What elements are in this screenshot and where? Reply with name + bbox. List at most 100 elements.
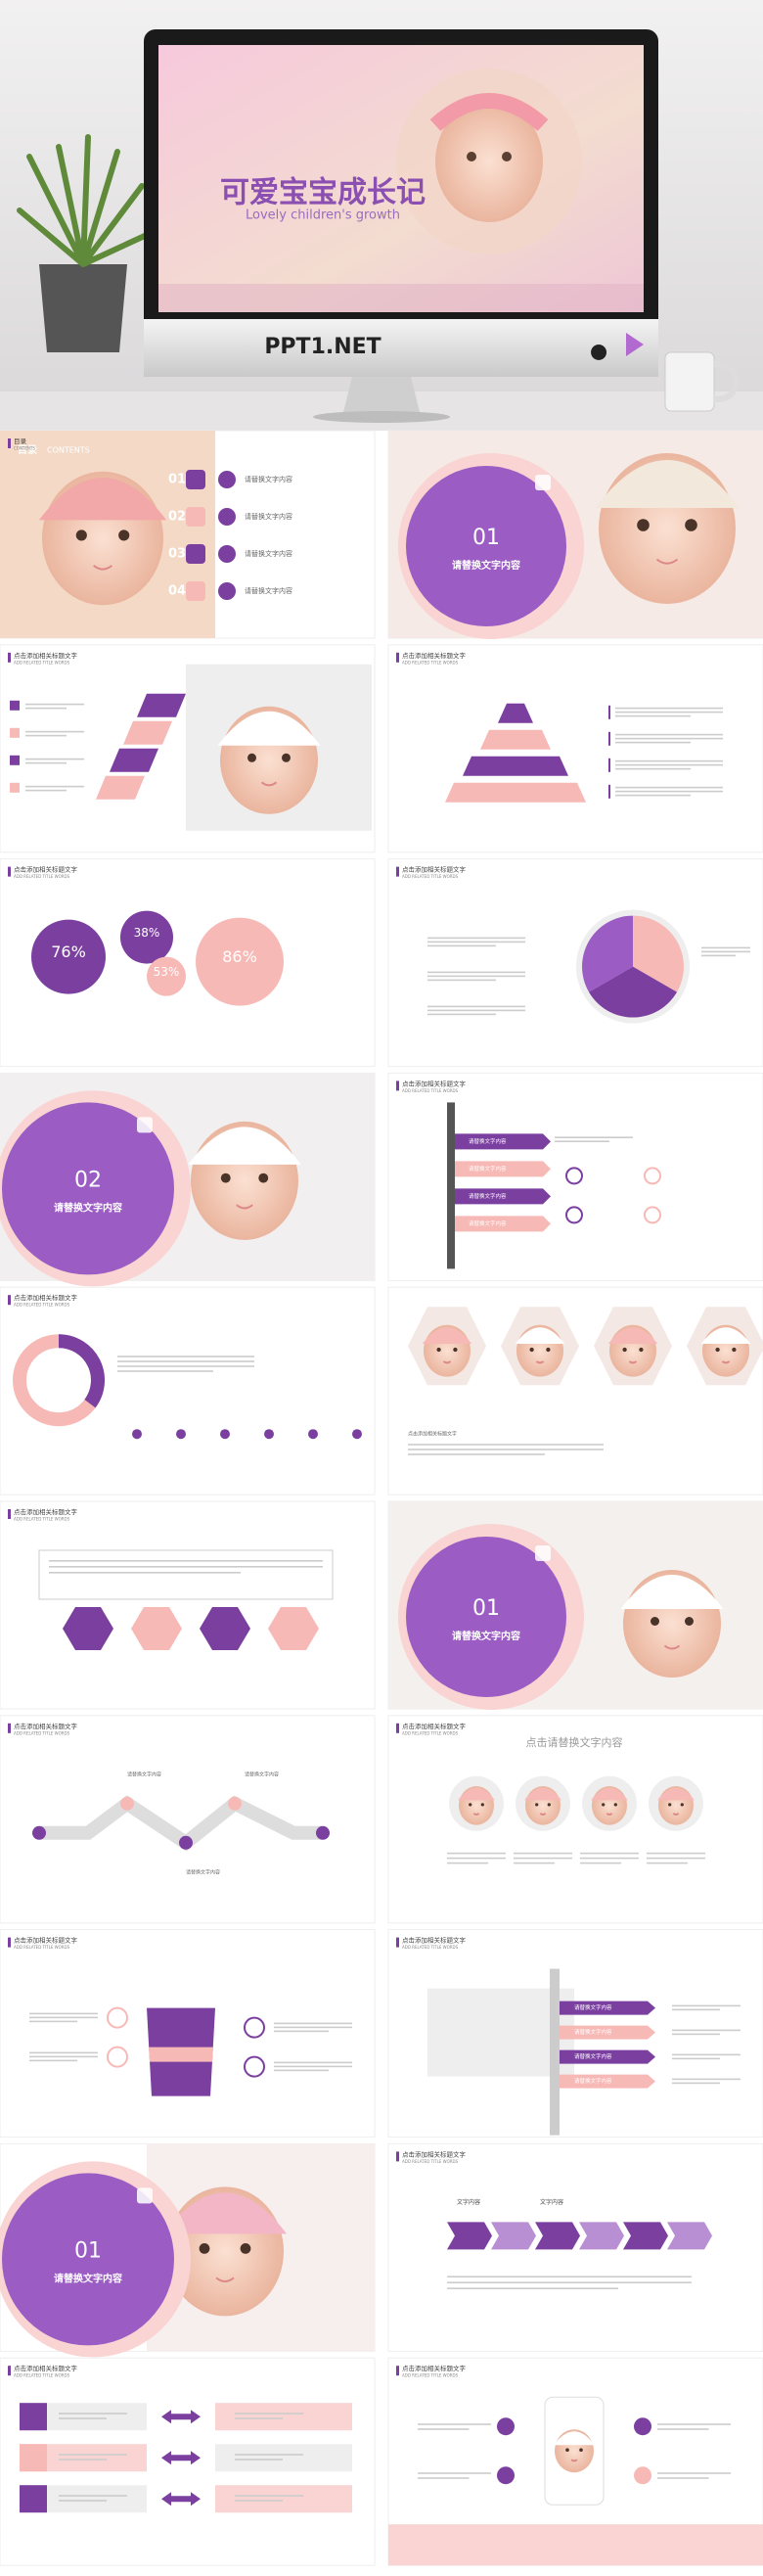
icon-circle	[644, 1167, 661, 1185]
text-placeholder	[672, 2057, 720, 2060]
slide-text: 点击添加相关标题文字	[402, 2149, 467, 2158]
banner	[137, 693, 186, 717]
photo-eye	[199, 2243, 210, 2254]
section-circle	[406, 1537, 566, 1697]
title-marker	[8, 438, 11, 448]
pie-slice	[633, 915, 684, 992]
item-badge	[10, 782, 20, 793]
slide-text: 点击添加相关标题文字	[402, 1936, 467, 1945]
slide-text: 01	[472, 1596, 500, 1621]
text-placeholder	[447, 2287, 618, 2289]
slide-text: 请替换文字内容	[574, 2028, 612, 2036]
slide-text: 点击添加相关标题文字	[14, 865, 78, 874]
item-marker	[608, 784, 610, 799]
item-icon	[218, 545, 236, 563]
text-placeholder	[25, 785, 84, 788]
hexagon	[200, 1607, 250, 1650]
bar-post	[550, 1968, 560, 2136]
text-placeholder	[117, 1356, 254, 1357]
text-placeholder	[615, 737, 723, 740]
text-placeholder	[514, 1862, 555, 1864]
slide-text: 01	[472, 526, 500, 550]
row-right	[215, 2485, 352, 2513]
chevron	[447, 2222, 492, 2250]
photo-eye	[469, 1803, 472, 1807]
text-placeholder	[447, 2276, 692, 2277]
slide-text: 请替换文字内容	[452, 1630, 520, 1642]
text-placeholder	[29, 2055, 98, 2058]
text-placeholder	[514, 1852, 572, 1855]
arrow-banner	[455, 1133, 551, 1150]
photo-hat	[657, 1787, 695, 1801]
arrow-banner	[560, 2049, 655, 2064]
photo-eye	[118, 529, 130, 541]
slide-text: ADD RELATED TITLE WORDS	[14, 1517, 70, 1522]
chevron	[579, 2222, 624, 2250]
text-placeholder	[274, 2022, 352, 2025]
title-marker	[8, 1723, 11, 1733]
section-icon	[535, 1545, 551, 1561]
slide-text: 请替换文字内容	[245, 512, 292, 521]
item-badge	[186, 470, 205, 489]
icon-circle	[565, 1167, 583, 1185]
slide-text: 03	[168, 547, 186, 562]
hexagon	[268, 1607, 319, 1650]
slide-text: 点击添加相关标题文字	[402, 1722, 467, 1730]
text-placeholder	[408, 1453, 545, 1455]
text-placeholder	[647, 1862, 688, 1864]
text-placeholder	[672, 2008, 720, 2011]
arrow-banner	[560, 2025, 655, 2040]
text-placeholder	[418, 2472, 491, 2474]
donut-arc	[58, 1334, 105, 1408]
text-placeholder	[49, 1572, 241, 1574]
photo-mouth	[472, 1813, 480, 1816]
title-marker	[396, 866, 399, 877]
text-placeholder	[274, 2061, 352, 2064]
item-marker	[608, 758, 610, 772]
photo-hat	[188, 1127, 301, 1165]
icon-dot	[176, 1429, 186, 1440]
slide-text: 点击添加相关标题文字	[14, 1507, 78, 1516]
photo-hat	[515, 1327, 565, 1344]
text-placeholder	[59, 2417, 107, 2419]
slide-text: ADD RELATED TITLE WORDS	[14, 1303, 70, 1308]
text-placeholder	[647, 1852, 705, 1855]
text-placeholder	[615, 741, 691, 744]
text-placeholder	[274, 2069, 329, 2072]
pyramid-level	[480, 729, 551, 750]
photo-eye	[685, 1617, 694, 1626]
text-placeholder	[418, 2423, 491, 2425]
slide-text: 文字内容	[457, 2198, 480, 2206]
text-placeholder	[615, 763, 723, 766]
photo-eye	[732, 1347, 737, 1353]
icon-circle	[565, 1206, 583, 1224]
text-placeholder	[701, 950, 750, 953]
footer-band	[388, 2524, 763, 2566]
title-marker	[396, 2151, 399, 2162]
slide-text: 请替换文字内容	[245, 586, 292, 595]
item-icon	[218, 582, 236, 600]
text-placeholder	[657, 2477, 709, 2479]
banner	[96, 775, 145, 800]
title-marker	[8, 1509, 11, 1519]
photo-mouth	[663, 1644, 681, 1650]
photo-eye	[651, 1617, 659, 1626]
slide-text: ADD RELATED TITLE WORDS	[402, 660, 459, 665]
text-placeholder	[427, 1005, 525, 1008]
photo-eye	[639, 1347, 644, 1353]
slide-text: 请替换文字内容	[54, 2272, 122, 2284]
photo-eye	[613, 1803, 617, 1807]
text-placeholder	[25, 758, 84, 760]
brand: PPT1.NET	[264, 335, 381, 359]
photo-mouth	[236, 1204, 253, 1210]
icon-ring	[244, 2016, 265, 2039]
hexagon	[131, 1607, 182, 1650]
text-placeholder	[447, 1857, 506, 1860]
text-placeholder	[235, 2459, 283, 2461]
text-placeholder	[615, 767, 691, 770]
slide-text: 请替换文字内容	[245, 549, 292, 558]
photo-eye	[247, 753, 256, 762]
photo-mouth	[672, 1813, 680, 1816]
